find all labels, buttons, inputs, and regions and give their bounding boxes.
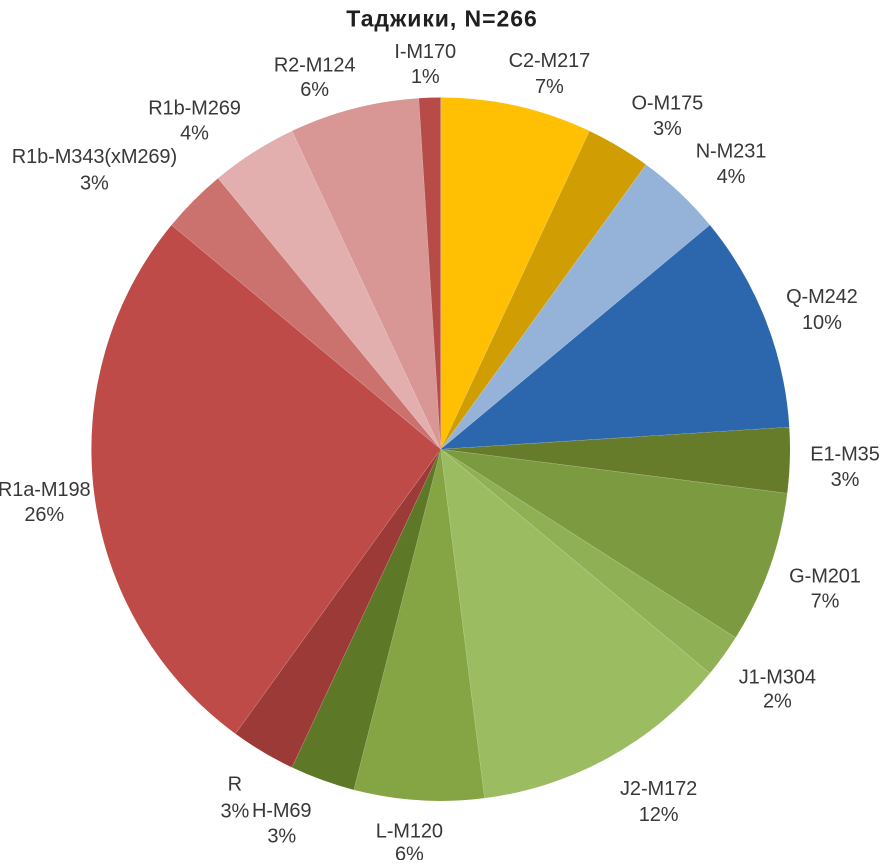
svg-text:H-M69: H-M69	[252, 800, 312, 822]
svg-text:10%: 10%	[802, 312, 842, 334]
svg-text:R1b-M269: R1b-M269	[148, 98, 241, 120]
svg-text:N-M231: N-M231	[696, 140, 767, 162]
svg-text:J1-M304: J1-M304	[739, 667, 816, 689]
svg-text:7%: 7%	[811, 590, 840, 612]
svg-text:6%: 6%	[395, 843, 424, 860]
svg-text:O-M175: O-M175	[631, 93, 703, 115]
svg-text:12%: 12%	[639, 804, 679, 826]
svg-text:E1-M35: E1-M35	[810, 443, 879, 465]
svg-text:26%: 26%	[24, 504, 64, 526]
svg-text:Q-M242: Q-M242	[786, 286, 858, 308]
svg-text:4%: 4%	[180, 123, 209, 145]
svg-text:R1b-M343(xM269): R1b-M343(xM269)	[12, 146, 177, 168]
svg-text:7%: 7%	[535, 76, 564, 98]
svg-text:3%: 3%	[653, 118, 682, 140]
svg-text:2%: 2%	[763, 690, 792, 712]
svg-text:J2-M172: J2-M172	[620, 778, 697, 800]
svg-text:R1a-M198: R1a-M198	[0, 479, 90, 501]
svg-text:4%: 4%	[717, 166, 746, 188]
svg-text:L-M120: L-M120	[376, 821, 443, 843]
svg-text:3%: 3%	[267, 825, 296, 847]
svg-text:C2-M217: C2-M217	[509, 50, 591, 72]
svg-text:3%: 3%	[80, 173, 109, 195]
svg-text:I-M170: I-M170	[394, 41, 456, 63]
svg-text:R2-M124: R2-M124	[274, 54, 356, 76]
svg-text:3%: 3%	[831, 469, 860, 491]
svg-text:1%: 1%	[411, 66, 440, 88]
svg-text:G-M201: G-M201	[789, 565, 861, 587]
svg-text:R: R	[228, 774, 242, 796]
svg-text:Таджики, N=266: Таджики, N=266	[346, 6, 537, 32]
svg-text:3%: 3%	[220, 800, 249, 822]
svg-text:6%: 6%	[300, 79, 329, 101]
